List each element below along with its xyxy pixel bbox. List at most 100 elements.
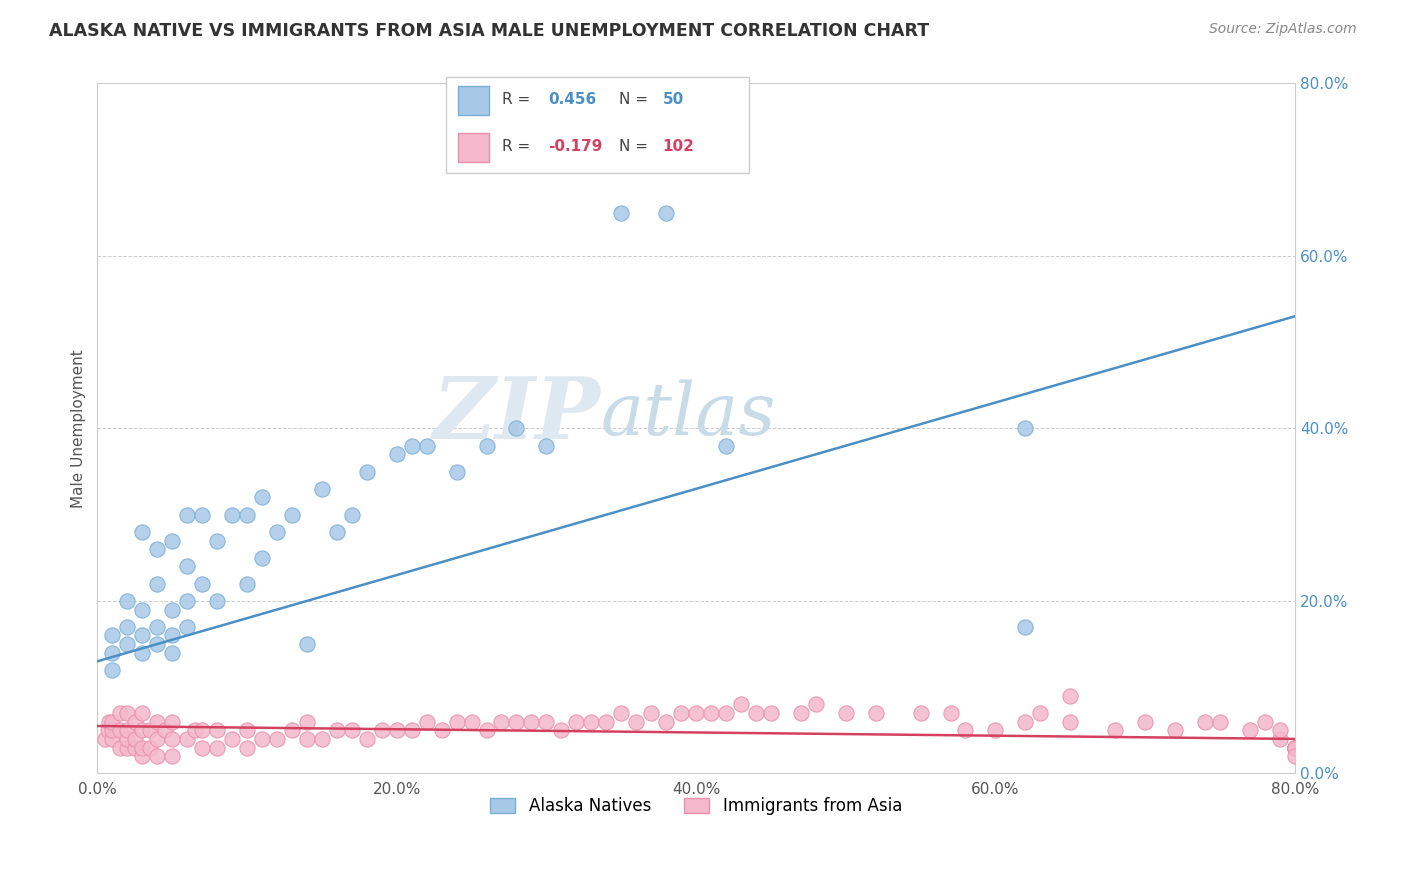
Point (94, 731, 117, 746)
Point (117, 731, 139, 746)
Point (311, 482, 333, 496)
Point (595, 714, 617, 729)
Point (1029, 706, 1052, 720)
Point (146, 542, 169, 557)
Point (640, 706, 662, 720)
Point (146, 620, 169, 634)
Point (183, 723, 205, 738)
Point (730, 698, 752, 712)
FancyBboxPatch shape (446, 77, 749, 173)
Point (865, 706, 887, 720)
Point (326, 723, 349, 738)
Point (221, 508, 243, 522)
Point (1284, 740, 1306, 755)
Point (1284, 740, 1306, 755)
Point (98, 714, 121, 729)
Point (176, 559, 198, 574)
Text: atlas: atlas (600, 379, 776, 450)
Point (108, 740, 131, 755)
Point (910, 706, 932, 720)
Point (460, 714, 482, 729)
Point (205, 533, 228, 548)
Point (356, 465, 378, 479)
Point (685, 706, 707, 720)
Point (295, 731, 318, 746)
Point (101, 723, 124, 738)
Point (176, 508, 198, 522)
Text: 102: 102 (662, 139, 695, 154)
Text: N =: N = (619, 93, 652, 107)
Point (266, 524, 288, 539)
Point (295, 637, 318, 651)
Point (108, 706, 131, 720)
Point (655, 206, 678, 220)
Point (1268, 723, 1291, 738)
Point (236, 723, 259, 738)
Point (160, 533, 183, 548)
Point (1059, 689, 1081, 703)
Point (714, 706, 737, 720)
Point (1284, 740, 1306, 755)
Point (250, 491, 273, 505)
Text: ZIP: ZIP (433, 373, 600, 457)
Point (401, 723, 423, 738)
Text: 50: 50 (662, 93, 683, 107)
Point (669, 706, 692, 720)
Point (221, 731, 243, 746)
Point (205, 723, 228, 738)
Point (1014, 620, 1036, 634)
Point (131, 749, 153, 764)
Point (939, 706, 962, 720)
FancyBboxPatch shape (458, 133, 489, 162)
Point (1194, 714, 1216, 729)
Point (745, 706, 768, 720)
Point (624, 714, 647, 729)
Point (101, 663, 124, 677)
Point (401, 439, 423, 453)
Point (295, 714, 318, 729)
Point (804, 698, 827, 712)
Text: R =: R = (502, 139, 534, 154)
Text: R =: R = (502, 93, 534, 107)
Y-axis label: Male Unemployment: Male Unemployment (72, 349, 86, 508)
Point (250, 550, 273, 565)
Point (124, 740, 146, 755)
Point (1284, 740, 1306, 755)
Point (984, 723, 1007, 738)
Text: 0.456: 0.456 (548, 93, 596, 107)
Point (236, 576, 259, 591)
Point (101, 646, 124, 660)
Point (581, 714, 603, 729)
Point (101, 628, 124, 642)
Point (205, 740, 228, 755)
Point (759, 706, 782, 720)
Point (446, 465, 468, 479)
Point (146, 576, 169, 591)
Point (160, 731, 183, 746)
Text: Source: ZipAtlas.com: Source: ZipAtlas.com (1209, 22, 1357, 37)
Point (236, 508, 259, 522)
Point (1164, 723, 1187, 738)
Point (1059, 714, 1081, 729)
Point (131, 628, 153, 642)
Point (340, 508, 363, 522)
Point (1209, 714, 1232, 729)
Point (281, 723, 304, 738)
FancyBboxPatch shape (458, 86, 489, 115)
Point (266, 731, 288, 746)
Point (97, 723, 120, 738)
Point (191, 740, 214, 755)
Point (124, 731, 146, 746)
Point (655, 714, 678, 729)
Point (101, 731, 124, 746)
Point (250, 731, 273, 746)
Point (385, 723, 408, 738)
Point (790, 706, 813, 720)
Point (131, 646, 153, 660)
Point (191, 723, 214, 738)
Point (131, 740, 153, 755)
Point (117, 620, 139, 634)
Point (117, 637, 139, 651)
Point (153, 723, 176, 738)
Point (131, 602, 153, 616)
